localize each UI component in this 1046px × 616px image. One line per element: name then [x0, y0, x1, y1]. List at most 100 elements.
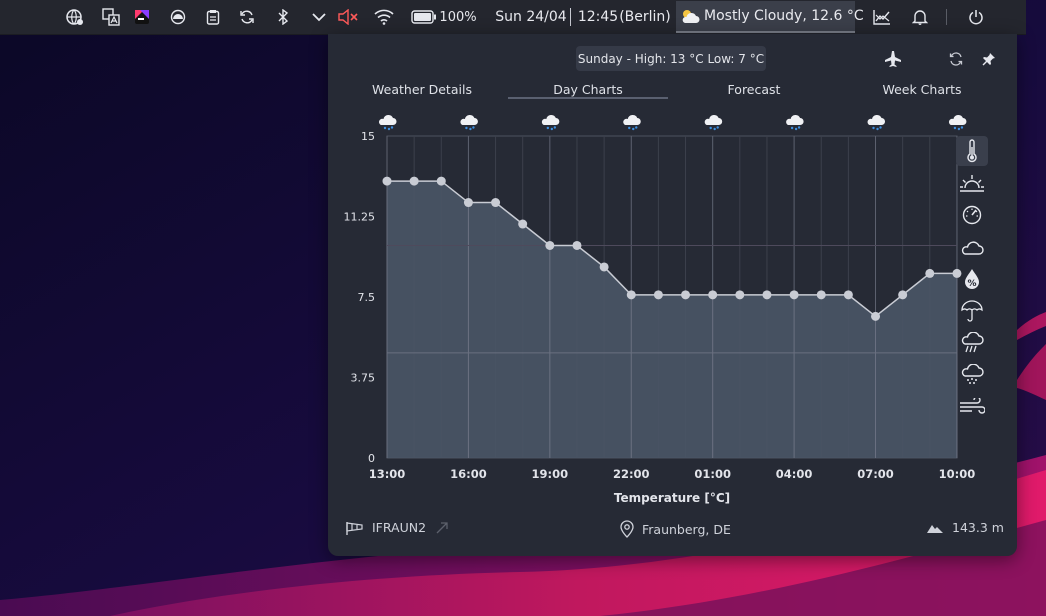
- humidity-icon[interactable]: %: [956, 264, 988, 294]
- temperature-point: [708, 290, 718, 300]
- battery-percent[interactable]: 100%: [439, 0, 477, 34]
- airplane-icon[interactable]: [882, 48, 904, 70]
- sync-icon[interactable]: [237, 0, 257, 34]
- cloud-icon[interactable]: [956, 232, 988, 262]
- temperature-point: [816, 290, 826, 300]
- x-tick-label: 13:00: [369, 467, 406, 481]
- external-link-icon[interactable]: [435, 521, 449, 535]
- day-summary: Sunday - High: 13 °C Low: 7 °C: [576, 46, 766, 71]
- x-tick-label: 22:00: [613, 467, 650, 481]
- temperature-point: [952, 268, 962, 278]
- temperature-point: [518, 219, 528, 229]
- location-info: Fraunberg, DE: [620, 520, 731, 538]
- temperature-point: [409, 176, 419, 186]
- rain-icon[interactable]: [956, 328, 988, 358]
- tab-label: Week Charts: [882, 81, 962, 97]
- caffeine-icon[interactable]: [168, 0, 188, 34]
- y-tick-label: 3.75: [351, 372, 376, 385]
- x-axis-label: Temperature [°C]: [614, 491, 730, 505]
- wifi-icon[interactable]: [372, 0, 396, 34]
- y-tick-label: 11.25: [344, 211, 376, 224]
- tab-label: Weather Details: [372, 81, 472, 97]
- x-tick-label: 07:00: [857, 467, 894, 481]
- snow-icon[interactable]: [956, 360, 988, 390]
- network-globe-icon[interactable]: [64, 0, 86, 34]
- temperature-point: [681, 290, 691, 300]
- clipboard-icon[interactable]: [203, 0, 223, 34]
- date-text: Sun 24/04: [495, 9, 567, 25]
- volume-muted-icon[interactable]: [336, 0, 360, 34]
- bluetooth-icon[interactable]: [273, 0, 293, 34]
- tab-weather-details[interactable]: Weather Details: [342, 78, 502, 100]
- y-tick-label: 0: [368, 452, 375, 465]
- temperature-area: [387, 181, 957, 458]
- sunrise-icon[interactable]: [956, 168, 988, 198]
- y-tick-label: 15: [361, 130, 375, 143]
- umbrella-icon[interactable]: [956, 296, 988, 326]
- panel-separator: [570, 8, 571, 26]
- temperature-point: [626, 290, 636, 300]
- elevation-info: 143.3 m: [926, 520, 1004, 535]
- temperature-point: [925, 268, 935, 278]
- temperature-point: [382, 176, 392, 186]
- tab-label: Day Charts: [553, 81, 623, 97]
- app-icon[interactable]: [132, 0, 152, 34]
- temperature-point: [545, 240, 555, 250]
- temperature-point: [436, 176, 446, 186]
- battery-percent-label: 100%: [439, 9, 477, 25]
- snow-cloud-icon: [867, 114, 886, 131]
- temperature-point: [463, 198, 473, 208]
- power-icon[interactable]: [964, 0, 988, 34]
- refresh-icon[interactable]: [946, 49, 966, 69]
- temperature-point: [572, 240, 582, 250]
- snow-cloud-icon: [786, 114, 804, 131]
- chevron-down-icon[interactable]: [309, 0, 329, 34]
- temperature-point: [735, 290, 745, 300]
- temperature-point: [491, 198, 501, 208]
- tab-day-charts[interactable]: Day Charts: [508, 78, 668, 100]
- timezone-text: (Berlin): [619, 9, 671, 25]
- windsock-icon: [346, 521, 364, 535]
- wind-icon[interactable]: [956, 392, 988, 422]
- partly-cloudy-icon: [680, 8, 700, 24]
- x-tick-label: 16:00: [450, 467, 487, 481]
- clock-label[interactable]: 12:45: [576, 0, 620, 34]
- temperature-point: [898, 290, 908, 300]
- x-tick-label: 10:00: [939, 467, 976, 481]
- top-panel: 100% Sun 24/04 12:45 (Berlin) Mostly Clo…: [0, 0, 1026, 35]
- weather-popup: Sunday - High: 13 °C Low: 7 °C Weather D…: [328, 34, 1017, 556]
- weather-applet-button[interactable]: Mostly Cloudy, 12.6 °C: [676, 1, 864, 33]
- time-text: 12:45: [577, 9, 619, 25]
- date-label[interactable]: Sun 24/04: [490, 0, 572, 34]
- weather-applet-label: Mostly Cloudy, 12.6 °C: [704, 8, 864, 24]
- location-pin-icon: [620, 520, 634, 538]
- tab-label: Forecast: [727, 81, 781, 97]
- chart-icon[interactable]: [870, 0, 894, 34]
- x-tick-label: 19:00: [532, 467, 569, 481]
- temperature-point: [762, 290, 772, 300]
- temperature-chart: 0 3.75 7.5 11.25 15 13:00 16:00 19:00 22:00 01:00…: [344, 114, 976, 505]
- mountain-icon: [926, 522, 944, 534]
- temperature-point: [871, 311, 881, 321]
- station-id: IFRAUN2: [372, 520, 427, 535]
- timezone-label: (Berlin): [619, 0, 671, 34]
- thermometer-icon[interactable]: [956, 136, 988, 166]
- day-summary-text: Sunday - High: 13 °C Low: 7 °C: [577, 51, 765, 66]
- station-info: IFRAUN2: [346, 520, 449, 535]
- elevation-value: 143.3 m: [952, 520, 1004, 535]
- bell-icon[interactable]: [908, 0, 932, 34]
- pressure-gauge-icon[interactable]: [956, 200, 988, 230]
- tab-forecast[interactable]: Forecast: [674, 78, 834, 100]
- pin-icon[interactable]: [979, 49, 999, 69]
- snow-cloud-icon: [379, 114, 397, 131]
- battery-icon[interactable]: [409, 0, 439, 34]
- translate-icon[interactable]: [100, 0, 122, 34]
- snow-cloud-icon: [948, 114, 967, 131]
- snow-cloud-icon: [704, 114, 723, 131]
- snow-cloud-icon: [623, 114, 641, 131]
- active-tab-indicator: [508, 97, 668, 99]
- tab-week-charts[interactable]: Week Charts: [842, 78, 1002, 100]
- location-name: Fraunberg, DE: [642, 521, 731, 537]
- temperature-point: [653, 290, 663, 300]
- temperature-point: [789, 290, 799, 300]
